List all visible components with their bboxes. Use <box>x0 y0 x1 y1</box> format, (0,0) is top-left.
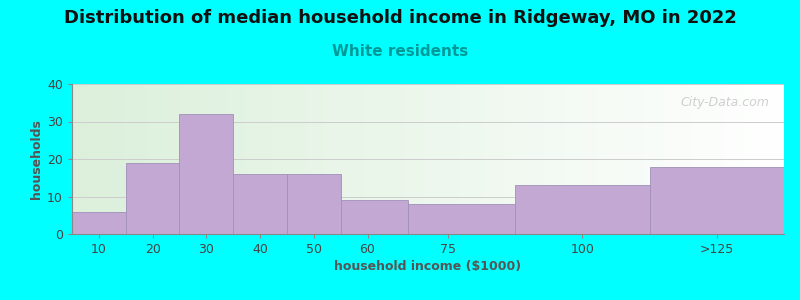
Bar <box>287 174 341 234</box>
Text: White residents: White residents <box>332 44 468 59</box>
Bar <box>126 163 179 234</box>
Bar <box>179 114 234 234</box>
X-axis label: household income ($1000): household income ($1000) <box>334 260 522 273</box>
Bar <box>234 174 287 234</box>
Bar <box>650 167 784 234</box>
Text: City-Data.com: City-Data.com <box>681 96 770 109</box>
Bar <box>341 200 408 234</box>
Bar <box>72 212 126 234</box>
Bar <box>515 185 650 234</box>
Bar <box>408 204 515 234</box>
Y-axis label: households: households <box>30 119 43 199</box>
Text: Distribution of median household income in Ridgeway, MO in 2022: Distribution of median household income … <box>63 9 737 27</box>
